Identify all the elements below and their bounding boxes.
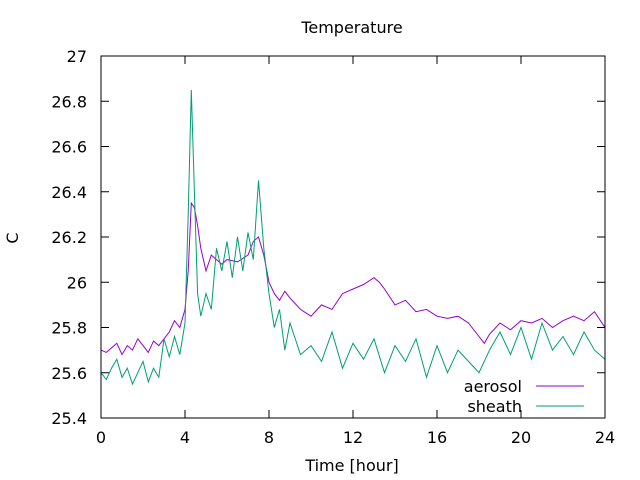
y-tick-label: 25.4 xyxy=(51,409,87,428)
y-tick-label: 26.8 xyxy=(51,92,87,111)
series-line-sheath xyxy=(100,89,606,386)
series-lines xyxy=(100,89,606,386)
x-axis-label: Time [hour] xyxy=(304,456,398,475)
y-tick-label: 25.8 xyxy=(51,319,87,338)
x-tick-label: 16 xyxy=(427,428,447,447)
y-axis-label: C xyxy=(3,232,22,243)
x-tick-label: 0 xyxy=(96,428,106,447)
legend-label-aerosol: aerosol xyxy=(464,377,522,396)
legend-label-sheath: sheath xyxy=(467,397,522,416)
plot-frame xyxy=(100,55,606,419)
x-tick-label: 20 xyxy=(511,428,531,447)
x-tick-label: 24 xyxy=(595,428,615,447)
chart-title: Temperature xyxy=(300,18,402,37)
series-line-aerosol xyxy=(100,201,606,356)
y-tick-label: 26 xyxy=(67,273,87,292)
x-tick-label: 12 xyxy=(343,428,363,447)
x-tick-label: 8 xyxy=(264,428,274,447)
y-tick-label: 25.6 xyxy=(51,364,87,383)
y-tick-label: 26.2 xyxy=(51,228,87,247)
y-tick-label: 27 xyxy=(67,47,87,66)
y-tick-label: 26.6 xyxy=(51,138,87,157)
y-tick-label: 26.4 xyxy=(51,183,87,202)
x-axis-ticks: 0 4 8 12 16 20 24 xyxy=(96,56,615,447)
y-axis-ticks: 25.4 25.6 25.8 26 26.2 26.4 26.6 26.8 27 xyxy=(51,47,605,428)
x-tick-label: 4 xyxy=(180,428,190,447)
